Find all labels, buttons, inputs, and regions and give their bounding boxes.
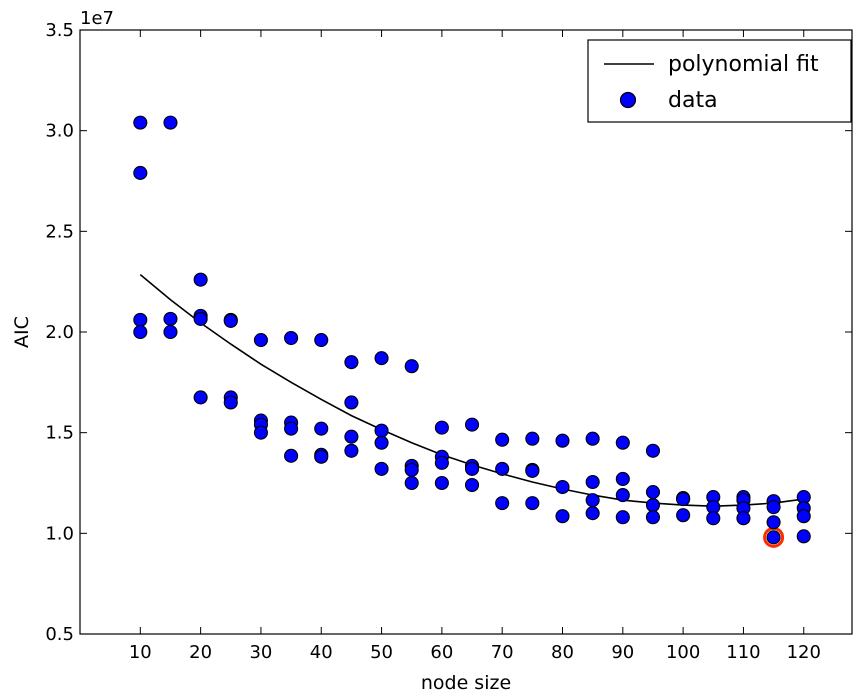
data-point — [766, 500, 781, 515]
legend-points-label: data — [668, 88, 718, 113]
data-point — [193, 311, 208, 326]
data-point — [525, 496, 540, 511]
data-point — [555, 433, 570, 448]
data-point — [645, 498, 661, 513]
data-point — [163, 311, 178, 326]
data-point — [766, 515, 781, 530]
data-point — [344, 443, 359, 458]
data-point — [796, 509, 811, 524]
legend: polynomial fit data — [587, 39, 852, 123]
data-point — [706, 511, 721, 526]
data-point — [284, 330, 299, 346]
y-tick-label: 3.5 — [45, 20, 74, 41]
data-point — [223, 313, 238, 328]
data-point — [344, 395, 359, 410]
data-point — [464, 461, 480, 476]
data-point — [555, 509, 570, 524]
data-point — [133, 324, 148, 340]
x-tick-label: 10 — [129, 642, 152, 663]
x-tick-label: 40 — [310, 642, 333, 663]
data-point — [676, 508, 691, 523]
data-point — [223, 395, 238, 410]
data-point — [645, 443, 661, 458]
data-point — [615, 471, 630, 487]
data-point — [585, 431, 600, 446]
data-point — [555, 479, 570, 495]
data-point — [434, 420, 449, 435]
data-point — [615, 435, 630, 450]
y-tick-label: 0.5 — [45, 624, 74, 645]
data-point — [736, 511, 751, 526]
y-tick-label: 1.0 — [45, 523, 74, 544]
data-point — [495, 432, 510, 447]
x-tick-label: 70 — [491, 642, 514, 663]
data-point — [374, 461, 389, 476]
data-point — [464, 417, 480, 432]
data-point — [193, 272, 208, 287]
y-tick-label: 2.5 — [45, 221, 74, 242]
x-tick-label: 80 — [551, 642, 574, 663]
data-point — [344, 355, 359, 370]
data-point — [404, 359, 419, 374]
data-point — [766, 530, 781, 545]
x-tick-label: 60 — [430, 642, 453, 663]
x-tick-label: 120 — [787, 642, 821, 663]
data-point — [585, 474, 600, 490]
data-point — [133, 165, 148, 180]
data-point — [193, 390, 208, 405]
data-point — [404, 462, 419, 477]
data-point — [495, 461, 510, 476]
data-point — [615, 488, 630, 503]
data-point — [525, 463, 540, 478]
data-point — [404, 475, 419, 491]
data-point — [314, 333, 329, 348]
x-tick-label: 30 — [249, 642, 272, 663]
legend-points-marker — [619, 91, 637, 109]
legend-line-label: polynomial fit — [668, 52, 819, 77]
data-point — [645, 510, 661, 525]
plot-area: 10 20 30 40 50 60 70 80 90 100 110 120 0.5 1.0 1.5 2.0 2… — [45, 20, 853, 663]
data-point — [525, 431, 540, 446]
data-point — [645, 485, 661, 500]
data-point — [314, 421, 329, 436]
data-point — [284, 421, 299, 436]
y-axis-label: AIC — [11, 316, 33, 348]
data-point — [163, 324, 178, 340]
data-point — [253, 425, 268, 440]
x-tick-label: 90 — [611, 642, 634, 663]
y-tick-label: 1.5 — [45, 423, 74, 444]
x-tick-label: 110 — [726, 642, 760, 663]
data-point — [615, 510, 630, 525]
x-tick-label: 50 — [370, 642, 393, 663]
data-point — [163, 115, 178, 130]
data-point — [133, 115, 148, 130]
data-point — [796, 529, 811, 544]
data-point — [344, 429, 359, 444]
data-point — [133, 312, 148, 327]
data-point — [314, 449, 329, 464]
data-point — [374, 351, 389, 366]
data-point — [374, 423, 389, 438]
legend-box — [587, 39, 852, 123]
data-point — [434, 455, 449, 470]
data-point — [585, 493, 600, 508]
x-tick-label: 20 — [189, 642, 212, 663]
data-point — [676, 492, 691, 507]
data-point — [434, 475, 449, 491]
y-tick-label: 2.0 — [45, 322, 74, 343]
data-point — [253, 333, 268, 348]
data-point — [495, 496, 510, 511]
x-axis-label: node size — [421, 672, 511, 694]
data-point — [464, 477, 480, 493]
y-offset-label: 1e7 — [80, 8, 114, 29]
y-tick-label: 3.0 — [45, 121, 74, 142]
data-point — [374, 435, 389, 450]
x-tick-label: 100 — [666, 642, 700, 663]
data-point — [284, 448, 299, 463]
data-point — [585, 506, 600, 521]
